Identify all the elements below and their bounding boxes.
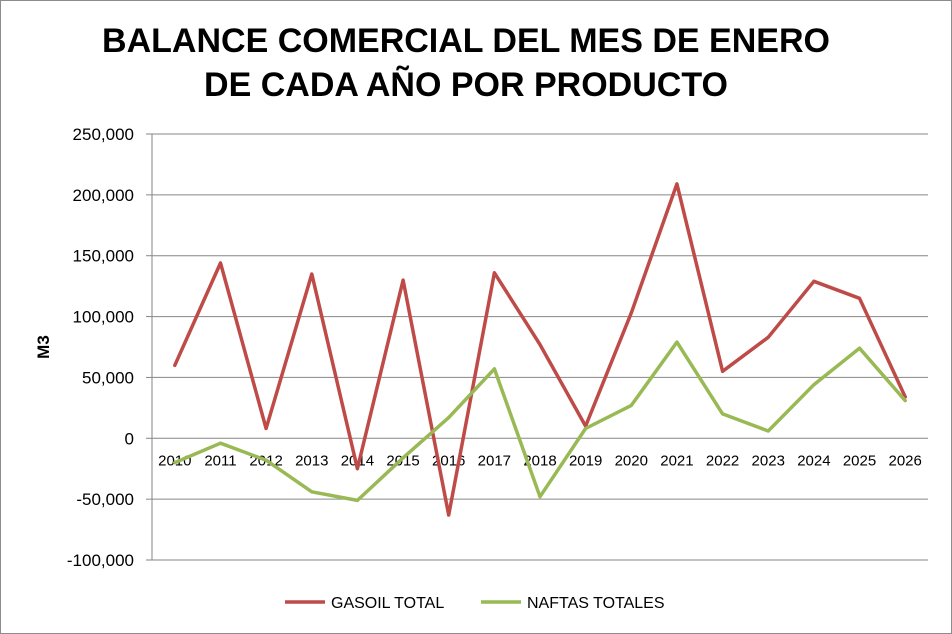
data-point [218, 261, 222, 265]
x-tick-label: 2018 [523, 452, 556, 469]
y-tick-label: -100,000 [67, 551, 134, 570]
y-tick-label: 0 [125, 429, 134, 448]
chart-title-line-2: DE CADA AÑO POR PRODUCTO [204, 66, 728, 104]
data-point [629, 311, 633, 315]
data-point [447, 513, 451, 517]
gridlines [152, 133, 928, 561]
x-tick-label: 2024 [797, 452, 830, 469]
data-point [218, 441, 222, 445]
y-tick-label: 50,000 [82, 368, 134, 387]
x-tick-label: 2023 [752, 452, 785, 469]
data-point [538, 343, 542, 347]
x-tick-label: 2017 [478, 452, 511, 469]
data-point [675, 340, 679, 344]
data-point [355, 498, 359, 502]
x-tick-label: 2020 [615, 452, 648, 469]
data-point [721, 412, 725, 416]
data-point [629, 403, 633, 407]
legend-label: NAFTAS TOTALES [527, 595, 665, 612]
data-point [401, 278, 405, 282]
data-point [858, 296, 862, 300]
y-tick-label: 150,000 [73, 247, 134, 266]
y-axis-ticks: 250,000 200,000 150,000 100,000 50,000 0 -50,0… [67, 125, 152, 570]
data-point [812, 383, 816, 387]
x-tick-label: 2022 [706, 452, 739, 469]
data-point [766, 335, 770, 339]
x-tick-label: 2026 [888, 452, 921, 469]
legend: GASOIL TOTAL NAFTAS TOTALES [285, 595, 665, 612]
data-point [173, 461, 177, 465]
y-tick-label: 200,000 [73, 186, 134, 205]
data-point [173, 363, 177, 367]
data-point [310, 490, 314, 494]
data-point [401, 456, 405, 460]
x-tick-label: 2014 [341, 452, 374, 469]
legend-label: GASOIL TOTAL [331, 595, 444, 612]
data-point [447, 416, 451, 420]
chart-title: BALANCE COMERCIAL DEL MES DE ENERO DE CA… [1, 19, 931, 107]
data-point [903, 399, 907, 403]
x-tick-label: 2021 [660, 452, 693, 469]
data-point [492, 271, 496, 275]
y-tick-label: -50,000 [76, 490, 134, 509]
data-point [538, 495, 542, 499]
data-point [492, 367, 496, 371]
data-point [812, 279, 816, 283]
series-lines [173, 182, 907, 517]
data-point [355, 467, 359, 471]
data-point [264, 458, 268, 462]
y-tick-label: 100,000 [73, 308, 134, 327]
x-tick-label: 2025 [843, 452, 876, 469]
x-tick-label: 2013 [295, 452, 328, 469]
data-point [310, 272, 314, 276]
data-point [584, 427, 588, 431]
chart-title-line-1: BALANCE COMERCIAL DEL MES DE ENERO [102, 22, 830, 60]
y-axis-label: M3 [34, 335, 53, 359]
data-point [264, 427, 268, 431]
data-point [721, 369, 725, 373]
data-point [858, 346, 862, 350]
data-point [675, 182, 679, 186]
data-point [766, 429, 770, 433]
y-tick-label: 250,000 [73, 125, 134, 144]
x-tick-label: 2011 [204, 452, 236, 469]
x-tick-label: 2019 [569, 452, 602, 469]
